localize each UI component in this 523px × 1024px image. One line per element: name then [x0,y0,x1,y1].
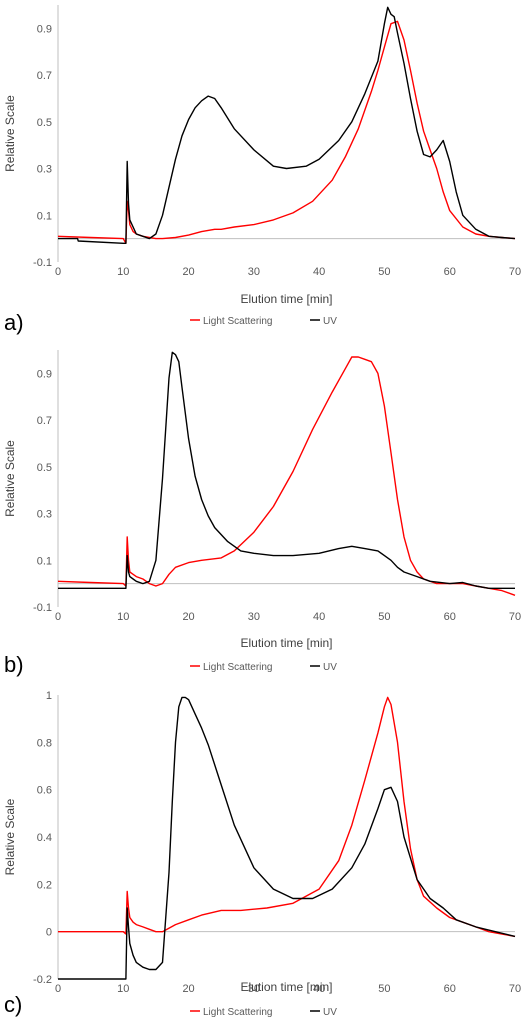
series-line-uv [58,6,516,245]
y-tick-label: -0.2 [33,974,52,986]
x-tick-label: 20 [182,266,194,278]
x-tick-label: 30 [248,611,260,623]
x-axis-title: Elution time [min] [240,980,332,994]
x-tick-label: 50 [378,983,390,995]
panel-label: b) [4,652,24,677]
x-tick-label: 60 [444,266,456,278]
x-tick-label: 0 [55,983,61,995]
x-tick-label: 70 [509,266,521,278]
y-tick-label: 0.6 [37,785,52,797]
x-tick-label: 30 [248,983,260,995]
y-tick-label: 0.2 [37,879,52,891]
legend-label: Light Scattering [203,662,273,673]
chart-panel-2: -0.1 0.1 0.3 0.5 0.7 0.9 0 10 20 30 40 50 60 70 Elutio… [3,350,521,677]
legend-label: Light Scattering [203,316,273,327]
y-tick-label: 0.1 [37,555,52,567]
legend-label: UV [323,316,337,327]
y-tick-label: 0.3 [37,509,52,521]
y-tick-label: -0.1 [33,602,52,614]
y-tick-label: 0.7 [37,70,52,82]
x-tick-label: 40 [313,611,325,623]
legend-label: UV [323,662,337,673]
legend: Light Scattering UV [190,662,337,673]
x-tick-label: 10 [117,983,129,995]
y-tick-label: 0.8 [37,737,52,749]
y-tick-label: 0.7 [37,415,52,427]
y-tick-label: 0.5 [37,462,52,474]
x-tick-label: 70 [509,983,521,995]
y-tick-label: -0.1 [33,257,52,269]
x-tick-label: 60 [444,611,456,623]
x-tick-label: 40 [313,266,325,278]
y-axis-title: Relative Scale [3,798,17,875]
chart-panel-3: -0.200.20.40.60.810 10 20 30 40 50 60 70Elution… [3,690,521,1018]
series-line-uv [58,696,516,980]
y-axis-title: Relative Scale [3,95,17,172]
series-line-light-scattering [57,20,516,245]
x-tick-label: 70 [509,611,521,623]
x-axis-title: Elution time [min] [240,292,332,306]
series-line-light-scattering [58,696,516,938]
x-tick-label: 10 [117,266,129,278]
y-tick-label: 0.3 [37,164,52,176]
x-tick-label: 20 [182,983,194,995]
y-tick-label: 0 [46,927,52,939]
y-axis-title: Relative Scale [3,440,17,517]
x-tick-label: 60 [444,983,456,995]
legend: Light Scattering UV [190,316,337,327]
x-axis-title: Elution time [min] [240,636,332,650]
x-tick-label: 0 [55,266,61,278]
chart-panel-1: -0.1 0.1 0.3 0.5 0.7 0.9 0 10 20 30 40 50 60 70 Elutio… [3,5,521,335]
x-tick-label: 50 [378,266,390,278]
x-tick-label: 50 [378,611,390,623]
y-tick-label: 0.9 [37,368,52,380]
legend-label: Light Scattering [203,1007,273,1018]
legend-label: UV [323,1007,337,1018]
y-tick-label: 0.5 [37,117,52,129]
x-tick-label: 10 [117,611,129,623]
panel-label: c) [4,992,22,1017]
x-tick-label: 40 [313,983,325,995]
series-line-uv [58,351,515,589]
panel-label: a) [4,310,24,335]
x-tick-label: 20 [182,611,194,623]
y-tick-label: 0.1 [37,210,52,222]
x-tick-label: 0 [55,611,61,623]
y-tick-label: 0.4 [37,832,52,844]
y-tick-label: 0.9 [37,23,52,35]
x-tick-label: 30 [248,266,260,278]
y-tick-label: 1 [46,690,52,702]
legend: Light Scattering UV [190,1007,337,1018]
